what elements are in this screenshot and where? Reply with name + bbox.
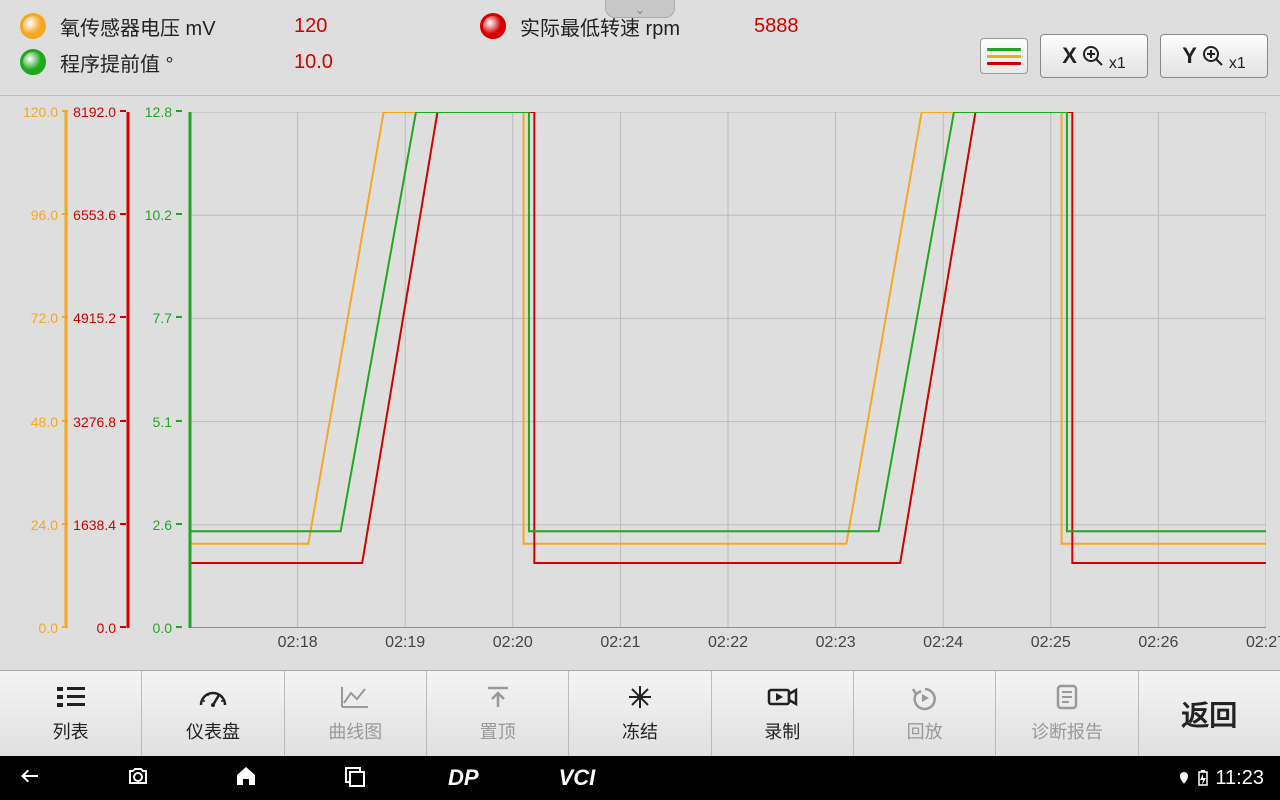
location-icon (1177, 771, 1191, 785)
toolbar-back-button[interactable]: 返回 (1139, 671, 1280, 756)
toolbar-label: 返回 (1181, 694, 1237, 734)
toolbar-report-button: 诊断报告 (996, 671, 1138, 756)
zoom-x-letter: X (1062, 43, 1077, 69)
x-axis-labels: 02:1802:1902:2002:2102:2202:2302:2402:25… (190, 634, 1266, 656)
toolbar-gauge-button[interactable]: 仪表盘 (142, 671, 284, 756)
zoom-x-button[interactable]: X x1 (1040, 34, 1148, 78)
axis-vlines (0, 96, 1280, 632)
replay-icon (909, 683, 941, 716)
zoom-x-suffix: x1 (1109, 55, 1126, 73)
legend-swatch (20, 13, 46, 39)
y-axis-labels: 12.810.27.75.12.60.0 (0, 112, 176, 628)
zoom-y-letter: Y (1182, 43, 1197, 69)
sys-recent-icon[interactable] (340, 764, 368, 793)
freeze-icon (624, 683, 656, 716)
sys-home-icon[interactable] (232, 764, 260, 793)
top-icon (482, 683, 514, 716)
legend-label: 实际最低转速 rpm (520, 12, 740, 41)
sys-dp-label[interactable]: DP (448, 765, 479, 791)
toolbar-label: 曲线图 (328, 718, 382, 744)
battery-icon (1197, 770, 1209, 786)
toolbar-label: 仪表盘 (186, 718, 240, 744)
legend-item[interactable]: 程序提前值 ° 10.0 (20, 44, 480, 80)
toolbar-list-button[interactable]: 列表 (0, 671, 142, 756)
sys-back-icon[interactable] (16, 764, 44, 793)
toolbar-top-button: 置顶 (427, 671, 569, 756)
toolbar-freeze-button[interactable]: 冻结 (569, 671, 711, 756)
toolbar-label: 置顶 (480, 718, 516, 744)
legend-swatch (20, 49, 46, 75)
sys-camera-icon[interactable] (124, 764, 152, 793)
zoom-in-icon (1201, 44, 1225, 68)
zoom-in-icon (1081, 44, 1105, 68)
record-icon (766, 683, 798, 716)
toolbar-label: 列表 (53, 718, 89, 744)
legend-value: 120 (294, 15, 394, 38)
zoom-y-suffix: x1 (1229, 55, 1246, 73)
legend-item[interactable]: 实际最低转速 rpm 5888 (480, 8, 940, 44)
legend-item[interactable]: 氧传感器电压 mV 120 (20, 8, 480, 44)
toolbar-replay-button: 回放 (854, 671, 996, 756)
list-icon (55, 683, 87, 716)
toolbar-label: 回放 (907, 718, 943, 744)
toolbar-graph-button: 曲线图 (285, 671, 427, 756)
toolbar-label: 录制 (764, 718, 800, 744)
sys-time: 11:23 (1215, 767, 1264, 790)
legend-swatch (480, 13, 506, 39)
toolbar-label: 冻结 (622, 718, 658, 744)
series-lines-icon[interactable] (980, 38, 1028, 74)
legend-value: 5888 (754, 15, 854, 38)
chart-area[interactable]: 02:1802:1902:2002:2102:2202:2302:2402:25… (0, 96, 1280, 670)
sys-vci-label[interactable]: VCI (559, 765, 596, 791)
toolbar-record-button[interactable]: 录制 (712, 671, 854, 756)
toolbar-label: 诊断报告 (1031, 718, 1103, 744)
gauge-icon (197, 683, 229, 716)
graph-icon (339, 683, 371, 716)
report-icon (1051, 683, 1083, 716)
legend-label: 程序提前值 ° (60, 48, 280, 77)
zoom-y-button[interactable]: Y x1 (1160, 34, 1268, 78)
legend-label: 氧传感器电压 mV (60, 12, 280, 41)
legend-value: 10.0 (294, 51, 394, 74)
